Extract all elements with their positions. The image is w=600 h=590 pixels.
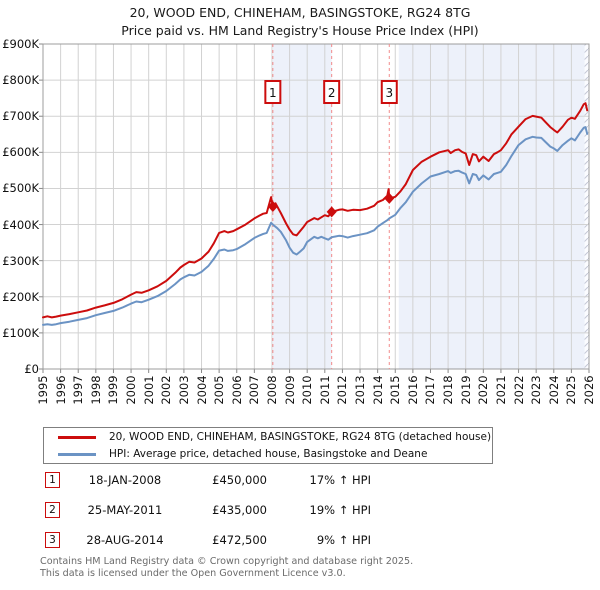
x-tick-label: 1998	[88, 375, 103, 405]
sale-number-flag	[264, 80, 282, 104]
y-tick-label: £0	[24, 362, 39, 376]
y-tick-label: £600K	[2, 145, 39, 160]
x-tick-label: 2003	[176, 375, 191, 405]
footer-copyright: Contains HM Land Registry data © Crown c…	[40, 556, 414, 567]
transaction-price: £472,500	[212, 533, 267, 547]
x-tick-label: 2013	[353, 375, 368, 405]
x-tick-label: 2000	[124, 375, 139, 405]
x-tick-label: 2010	[300, 375, 315, 405]
transaction-price: £435,000	[212, 503, 267, 517]
property-line-swatch	[58, 435, 96, 439]
x-tick-label: 2002	[159, 375, 174, 405]
transaction-price: £450,000	[212, 473, 267, 487]
x-tick-label: 2026	[582, 375, 596, 405]
transaction-hpi-delta: 19% ↑ HPI	[309, 503, 371, 517]
transaction-date: 25-MAY-2011	[87, 503, 163, 517]
transaction-hpi-delta: 9% ↑ HPI	[316, 533, 371, 547]
y-tick-label: £700K	[2, 109, 39, 124]
hpi-line-swatch	[58, 452, 96, 456]
legend: 20, WOOD END, CHINEHAM, BASINGSTOKE, RG2…	[43, 427, 493, 464]
price-chart: 1 2 3	[39, 43, 590, 373]
ownership-band	[272, 44, 332, 369]
x-tick-label: 2009	[282, 375, 297, 405]
transaction-date: 18-JAN-2008	[88, 473, 162, 487]
sale-number-label: 1	[269, 86, 277, 100]
sale-number-label: 3	[385, 86, 393, 100]
x-tick-label: 2023	[529, 375, 544, 405]
legend-label: HPI: Average price, detached house, Basi…	[109, 448, 428, 460]
y-tick-label: £100K	[2, 325, 39, 340]
x-tick-label: 2005	[212, 375, 227, 405]
transaction-row: 1 18-JAN-2008 £450,000 17% ↑ HPI	[0, 472, 600, 488]
transaction-row: 3 28-AUG-2014 £472,500 9% ↑ HPI	[0, 532, 600, 548]
transaction-date: 28-AUG-2014	[86, 533, 164, 547]
legend-item: HPI: Average price, detached house, Basi…	[44, 447, 492, 461]
legend-label: 20, WOOD END, CHINEHAM, BASINGSTOKE, RG2…	[109, 431, 492, 443]
transaction-hpi-delta: 17% ↑ HPI	[309, 473, 371, 487]
sale-marker-diamond	[326, 206, 337, 218]
x-tick-label: 2006	[229, 375, 244, 405]
title-block: 20, WOOD END, CHINEHAM, BASINGSTOKE, RG2…	[0, 4, 600, 39]
y-tick-label: £300K	[2, 253, 39, 268]
x-tick-label: 2019	[458, 375, 473, 405]
y-tick-label: £800K	[2, 73, 39, 88]
x-tick-label: 2025	[564, 375, 579, 405]
x-tick-label: 2011	[317, 375, 332, 405]
footer: Contains HM Land Registry data © Crown c…	[40, 556, 600, 579]
y-tick-label: £400K	[2, 217, 39, 232]
x-tick-label: 2008	[264, 375, 279, 405]
x-tick-label: 1996	[53, 375, 68, 405]
transaction-number-badge: 2	[45, 502, 60, 518]
x-tick-label: 2015	[388, 375, 403, 405]
x-tick-label: 2024	[546, 375, 561, 405]
transaction-number-badge: 3	[45, 532, 60, 548]
x-tick-label: 1997	[71, 375, 86, 405]
x-tick-label: 2007	[247, 375, 262, 405]
y-tick-label: £500K	[2, 181, 39, 196]
x-tick-label: 2018	[441, 375, 456, 405]
x-tick-label: 2012	[335, 375, 350, 405]
x-tick-label: 2004	[194, 375, 209, 405]
x-tick-label: 2020	[476, 375, 491, 405]
sale-marker-diamond	[384, 192, 395, 204]
ownership-band	[398, 44, 589, 369]
footer-licence: This data is licensed under the Open Gov…	[40, 567, 346, 579]
x-tick-label: 2022	[511, 375, 526, 405]
x-tick-label: 1995	[36, 375, 50, 405]
x-tick-label: 2016	[405, 375, 420, 405]
x-tick-label: 1999	[106, 375, 121, 405]
transaction-row: 2 25-MAY-2011 £435,000 19% ↑ HPI	[0, 502, 600, 518]
legend-item: 20, WOOD END, CHINEHAM, BASINGSTOKE, RG2…	[44, 430, 492, 444]
sale-number-label: 2	[328, 86, 336, 100]
sale-number-flag	[323, 80, 341, 104]
x-tick-label: 2017	[423, 375, 438, 405]
provisional-hatch	[584, 44, 589, 369]
transaction-number-badge: 1	[45, 472, 60, 488]
hpi-line	[42, 126, 589, 326]
sale-number-flag	[380, 80, 398, 104]
chart-subtitle: Price paid vs. HM Land Registry's House …	[121, 22, 479, 38]
x-tick-label: 2014	[370, 375, 385, 405]
y-tick-label: £900K	[2, 37, 39, 51]
chart-title: 20, WOOD END, CHINEHAM, BASINGSTOKE, RG2…	[129, 5, 471, 20]
x-tick-label: 2001	[141, 375, 156, 405]
x-tick-label: 2021	[493, 375, 508, 405]
sale-marker-diamond	[267, 201, 278, 212]
y-tick-label: £200K	[2, 289, 39, 304]
